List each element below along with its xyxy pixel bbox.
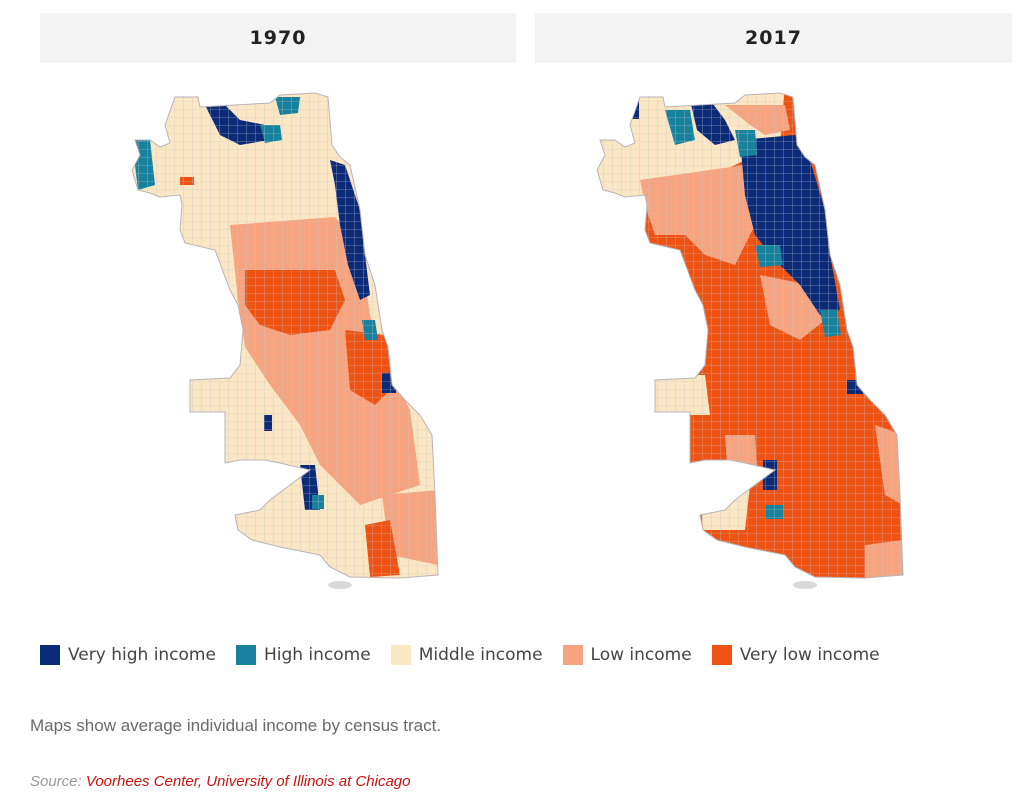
- legend-item-very-low: Very low income: [711, 645, 880, 665]
- legend-item-high: High income: [235, 645, 371, 665]
- lake-calumet-marker: [793, 581, 817, 589]
- map-2017: [596, 92, 904, 589]
- legend-label: Middle income: [418, 645, 543, 665]
- legend-label: High income: [263, 645, 371, 665]
- legend-label: Low income: [590, 645, 692, 665]
- lake-calumet-marker: [328, 581, 352, 589]
- map-1970-tracts: [132, 93, 438, 578]
- map-title-1970: 1970: [40, 13, 516, 63]
- map-1970: [131, 92, 439, 589]
- legend-item-low: Low income: [562, 645, 692, 665]
- tract-boundaries: [132, 93, 438, 578]
- legend-swatch: [40, 645, 60, 665]
- source-link[interactable]: Voorhees Center, University of Illinois …: [85, 773, 411, 790]
- legend-swatch: [390, 645, 411, 665]
- legend-label: Very high income: [68, 645, 216, 665]
- legend-swatch: [562, 645, 583, 665]
- legend-swatch: [711, 645, 732, 665]
- map-2017-tracts: [597, 93, 903, 578]
- legend-swatch: [235, 645, 256, 665]
- source-prefix: Source:: [30, 773, 86, 790]
- source-line: Source: Voorhees Center, University of I…: [30, 773, 410, 790]
- map-note: Maps show average individual income by c…: [30, 716, 442, 735]
- legend-item-very-high: Very high income: [40, 645, 216, 665]
- map-title-2017: 2017: [535, 13, 1012, 63]
- legend: Very high income High income Middle inco…: [40, 645, 900, 665]
- tract-boundaries: [597, 93, 903, 578]
- legend-label: Very low income: [739, 645, 880, 665]
- legend-item-middle: Middle income: [390, 645, 543, 665]
